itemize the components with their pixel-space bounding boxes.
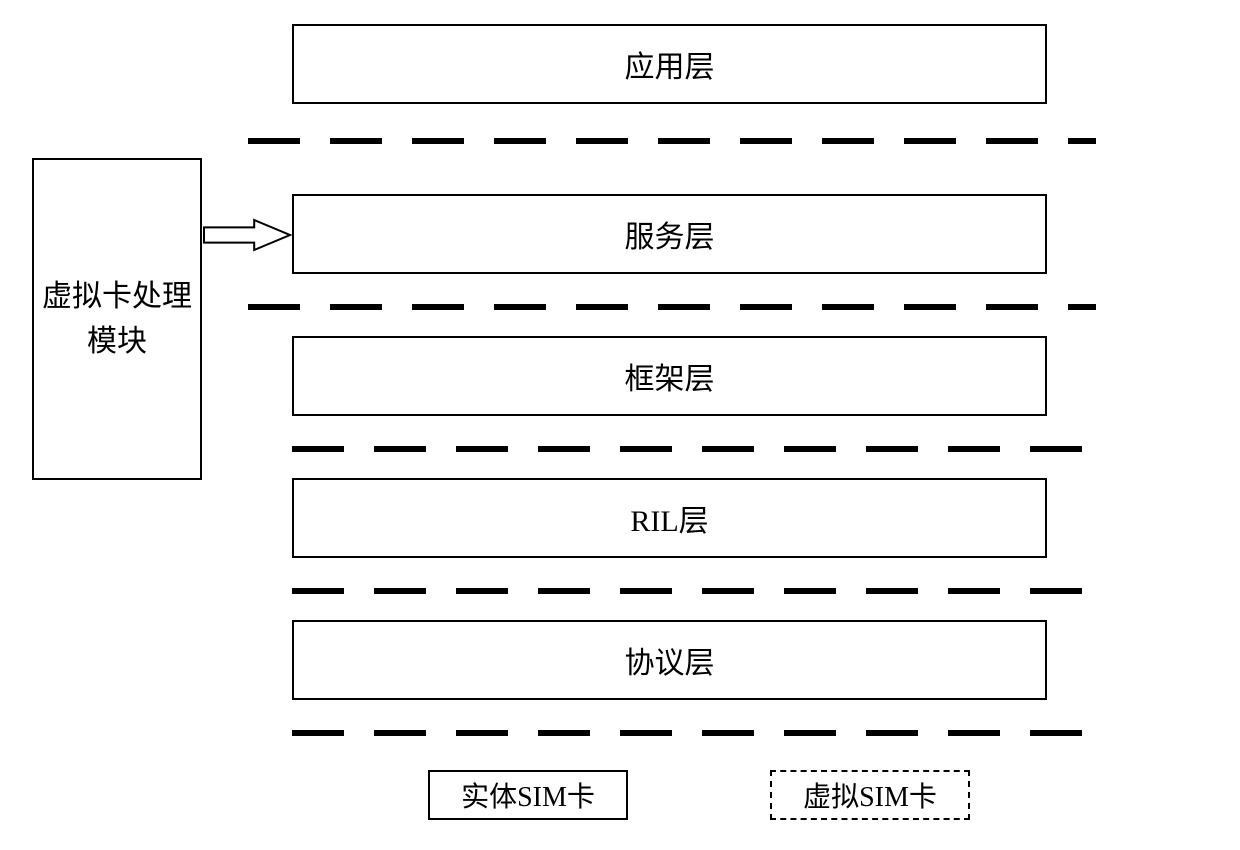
divider-line bbox=[292, 730, 1094, 736]
layer-ril-label: RIL层 bbox=[630, 496, 708, 540]
layer-application-label: 应用层 bbox=[625, 42, 715, 86]
divider-line bbox=[292, 588, 1094, 594]
diagram-container: 虚拟卡处理 模块 应用层 服务层 框架层 RIL层 协议层 实体SIM卡 虚拟S… bbox=[0, 0, 1240, 850]
layer-framework: 框架层 bbox=[292, 336, 1047, 416]
virtual-card-module-box: 虚拟卡处理 模块 bbox=[32, 158, 202, 480]
legend-physical-sim-label: 实体SIM卡 bbox=[461, 775, 595, 815]
layer-framework-label: 框架层 bbox=[625, 354, 715, 398]
divider-line bbox=[292, 446, 1094, 452]
virtual-card-module-label: 虚拟卡处理 模块 bbox=[42, 274, 192, 364]
layer-ril: RIL层 bbox=[292, 478, 1047, 558]
legend-virtual-sim-label: 虚拟SIM卡 bbox=[803, 775, 937, 815]
legend-physical-sim: 实体SIM卡 bbox=[428, 770, 628, 820]
arrow-icon bbox=[202, 218, 292, 252]
divider-line bbox=[248, 304, 1096, 310]
layer-protocol: 协议层 bbox=[292, 620, 1047, 700]
legend-virtual-sim: 虚拟SIM卡 bbox=[770, 770, 970, 820]
divider-line bbox=[248, 138, 1096, 144]
layer-application: 应用层 bbox=[292, 24, 1047, 104]
layer-service-label: 服务层 bbox=[625, 212, 715, 256]
layer-protocol-label: 协议层 bbox=[625, 638, 715, 682]
layer-service: 服务层 bbox=[292, 194, 1047, 274]
